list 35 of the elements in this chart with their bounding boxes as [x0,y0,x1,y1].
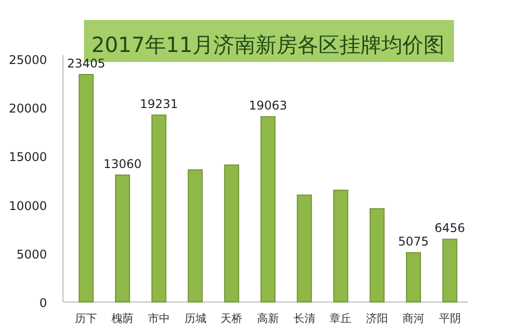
bar [224,164,240,302]
y-tick-label: 5000 [16,247,47,262]
bar [260,116,276,302]
x-tick-label: 市中 [148,312,170,325]
x-tick-label: 历城 [184,312,206,325]
x-tick-label: 历下 [75,312,98,325]
x-tick-label: 槐荫 [112,312,134,325]
data-label: 19231 [140,97,178,112]
data-label: 5075 [398,234,429,249]
data-label: 13060 [103,157,142,172]
bar [370,208,385,302]
y-tick-label: 0 [39,296,47,310]
bar [151,114,166,302]
bar [442,238,458,302]
y-tick-label: 10000 [8,198,47,213]
bar [188,169,203,302]
x-tick-label: 天桥 [220,312,243,325]
bar [78,74,94,302]
data-label: 19063 [248,98,288,113]
y-tick-label: 20000 [8,102,47,116]
y-tick-label: 25000 [8,53,47,67]
x-tick-label: 济阳 [366,312,388,325]
x-tick-label: 高新 [257,312,279,325]
x-tick-label: 章丘 [330,312,352,325]
data-label: 23405 [67,56,106,71]
x-tick-label: 长清 [293,312,316,325]
chart-title: 2017年11月济南新房各区挂牌均价图 [91,33,445,57]
data-label: 6456 [434,221,466,236]
bar [333,190,348,302]
bar [115,174,130,302]
bar [406,252,421,302]
bar [296,194,312,302]
y-tick-label: 15000 [8,150,47,164]
x-tick-label: 平阴 [438,312,461,325]
x-tick-label: 商河 [402,312,424,325]
